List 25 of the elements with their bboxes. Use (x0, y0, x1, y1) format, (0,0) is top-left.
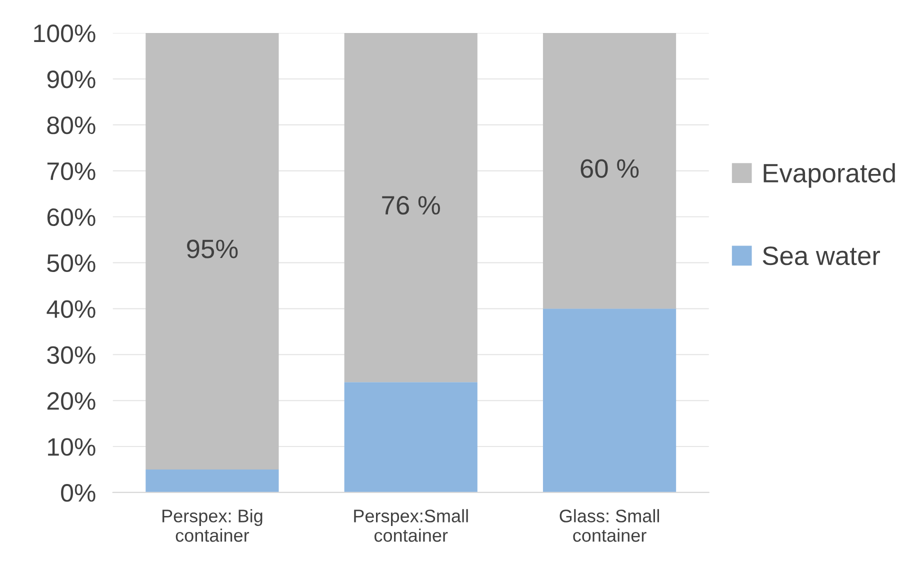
y-tick-label: 0% (61, 484, 96, 502)
y-tick-label: 30% (47, 346, 96, 364)
y-tick-label: 50% (47, 254, 96, 272)
x-tick-label: Perspex:Small container (354, 509, 468, 542)
bar (146, 32, 279, 470)
y-tick-label: 60% (47, 208, 96, 226)
bar (146, 469, 279, 492)
x-tick-label: Perspex: Big container (162, 509, 262, 542)
y-tick-label: 20% (47, 392, 96, 410)
x-tick-label: Glass: Small container (560, 509, 659, 542)
data-label: 95% (187, 240, 238, 258)
bar (344, 382, 478, 492)
y-tick-label: 40% (46, 300, 96, 318)
legend-label: Evaporated (764, 163, 895, 188)
y-tick-label: 90% (47, 70, 96, 88)
y-tick-label: 80% (47, 116, 96, 134)
bar (542, 32, 676, 309)
legend-label: Sea water (762, 246, 880, 266)
y-tick-label: 10% (48, 438, 96, 456)
bar (542, 308, 676, 492)
y-tick-label: 100% (34, 24, 96, 42)
data-label: 76 % (382, 196, 440, 215)
bar (344, 32, 478, 382)
data-label: 60 % (580, 159, 639, 178)
y-tick-label: 70% (47, 162, 96, 180)
